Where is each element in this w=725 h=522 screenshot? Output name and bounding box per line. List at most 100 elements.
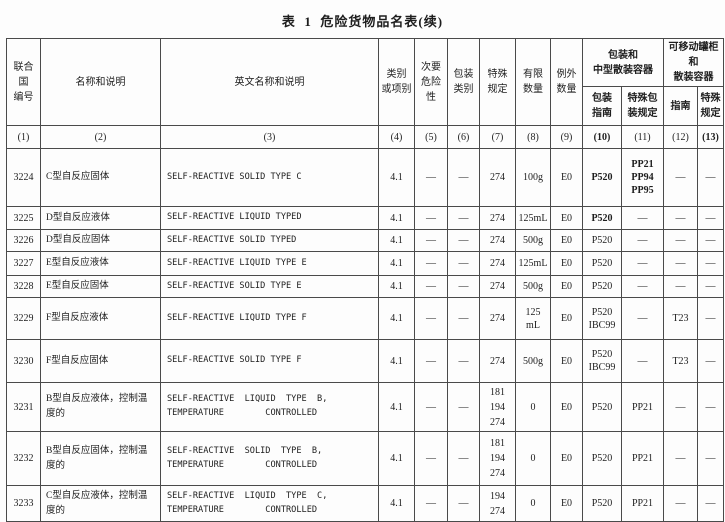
cell-excepted-quantity: E0 bbox=[550, 297, 583, 340]
cell-tank-instruction: — bbox=[663, 431, 698, 486]
cell-packing-instruction: P520 bbox=[582, 275, 622, 298]
cell-packing-instruction: P520 bbox=[582, 251, 622, 276]
cell-special-provisions: 274 bbox=[479, 297, 516, 340]
cell-name-en: SELF-REACTIVE SOLID TYPE E bbox=[160, 275, 379, 298]
cell-packing-instruction: P520 bbox=[582, 229, 622, 252]
cell-un-number: 3225 bbox=[6, 206, 41, 230]
cell-class: 4.1 bbox=[378, 382, 415, 432]
table-row: 3224 C型自反应固体 SELF-REACTIVE SOLID TYPE C … bbox=[6, 148, 724, 207]
cell-class: 4.1 bbox=[378, 431, 415, 486]
cell-special-provisions: 274 bbox=[479, 148, 516, 207]
cell-tank-instruction: — bbox=[663, 485, 698, 522]
cell-special-packing-provisions: — bbox=[621, 275, 664, 298]
cell-name-en: SELF-REACTIVE LIQUID TYPE B, TEMPERATURE… bbox=[160, 382, 379, 432]
col-header-limited-quantity: 有限 数量 bbox=[515, 38, 551, 126]
cell-excepted-quantity: E0 bbox=[550, 339, 583, 383]
table-row: 3225 D型自反应液体 SELF-REACTIVE LIQUID TYPED … bbox=[6, 206, 724, 230]
table-row: 3231 B型自反应液体，控制温 度的 SELF-REACTIVE LIQUID… bbox=[6, 382, 724, 432]
cell-un-number: 3229 bbox=[6, 297, 41, 340]
cell-limited-quantity: 500g bbox=[515, 339, 551, 383]
cell-special-packing-provisions: — bbox=[621, 229, 664, 252]
cell-tank-special-provisions: — bbox=[697, 148, 724, 207]
cell-name-cn: F型自反应固体 bbox=[40, 339, 161, 383]
cell-class: 4.1 bbox=[378, 275, 415, 298]
cell-packing-group: — bbox=[447, 275, 480, 298]
col-header-tank-special-provisions: 特殊 规定 bbox=[697, 86, 724, 126]
cell-limited-quantity: 125 mL bbox=[515, 297, 551, 340]
cell-name-en: SELF-REACTIVE SOLID TYPED bbox=[160, 229, 379, 252]
cell-packing-group: — bbox=[447, 382, 480, 432]
cell-un-number: 3232 bbox=[6, 431, 41, 486]
cell-subsidiary-risk: — bbox=[414, 485, 448, 522]
cell-tank-special-provisions: — bbox=[697, 275, 724, 298]
cell-special-packing-provisions: — bbox=[621, 251, 664, 276]
table-row: 3226 D型自反应固体 SELF-REACTIVE SOLID TYPED 4… bbox=[6, 229, 724, 252]
cell-excepted-quantity: E0 bbox=[550, 485, 583, 522]
cell-limited-quantity: 0 bbox=[515, 382, 551, 432]
cell-special-provisions: 274 bbox=[479, 206, 516, 230]
cell-subsidiary-risk: — bbox=[414, 251, 448, 276]
dangerous-goods-table: 联合国 编号 名称和说明 英文名称和说明 类别 或项别 次要 危险性 包装 类别… bbox=[6, 38, 724, 522]
header-row-groups: 联合国 编号 名称和说明 英文名称和说明 类别 或项别 次要 危险性 包装 类别… bbox=[6, 38, 724, 126]
col-header-tank-instruction: 指南 bbox=[663, 86, 698, 126]
cell-tank-special-provisions: — bbox=[697, 382, 724, 432]
cell-subsidiary-risk: — bbox=[414, 382, 448, 432]
col-index: (7) bbox=[479, 125, 516, 149]
cell-class: 4.1 bbox=[378, 485, 415, 522]
cell-un-number: 3233 bbox=[6, 485, 41, 522]
cell-limited-quantity: 0 bbox=[515, 485, 551, 522]
cell-packing-instruction: P520 bbox=[582, 206, 622, 230]
cell-subsidiary-risk: — bbox=[414, 229, 448, 252]
cell-un-number: 3226 bbox=[6, 229, 41, 252]
cell-packing-group: — bbox=[447, 206, 480, 230]
cell-un-number: 3227 bbox=[6, 251, 41, 276]
cell-limited-quantity: 500g bbox=[515, 275, 551, 298]
cell-packing-group: — bbox=[447, 485, 480, 522]
col-index: (6) bbox=[447, 125, 480, 149]
col-header-name-cn: 名称和说明 bbox=[40, 38, 161, 126]
cell-limited-quantity: 125mL bbox=[515, 206, 551, 230]
col-header-name-en: 英文名称和说明 bbox=[160, 38, 379, 126]
cell-packing-group: — bbox=[447, 339, 480, 383]
cell-excepted-quantity: E0 bbox=[550, 206, 583, 230]
cell-excepted-quantity: E0 bbox=[550, 382, 583, 432]
group-header-packaging-ibc: 包装和 中型散装容器 bbox=[582, 38, 664, 87]
cell-class: 4.1 bbox=[378, 251, 415, 276]
cell-special-provisions: 274 bbox=[479, 229, 516, 252]
col-header-special-packing-provisions: 特殊包 装规定 bbox=[621, 86, 664, 126]
cell-tank-instruction: — bbox=[663, 382, 698, 432]
cell-tank-instruction: — bbox=[663, 275, 698, 298]
cell-name-cn: B型自反应固体，控制温 度的 bbox=[40, 431, 161, 486]
table-row: 3227 E型自反应液体 SELF-REACTIVE LIQUID TYPE E… bbox=[6, 251, 724, 276]
header-row-subcolumns: 包装 指南 特殊包 装规定 指南 特殊 规定 bbox=[7, 86, 724, 126]
cell-class: 4.1 bbox=[378, 229, 415, 252]
cell-name-cn: D型自反应固体 bbox=[40, 229, 161, 252]
cell-tank-instruction: — bbox=[663, 148, 698, 207]
table-row: 3229 F型自反应液体 SELF-REACTIVE LIQUID TYPE F… bbox=[6, 297, 724, 340]
cell-packing-group: — bbox=[447, 297, 480, 340]
cell-subsidiary-risk: — bbox=[414, 206, 448, 230]
col-index: (1) bbox=[6, 125, 41, 149]
cell-packing-instruction: P520 bbox=[582, 382, 622, 432]
cell-subsidiary-risk: — bbox=[414, 431, 448, 486]
table-row: 3230 F型自反应固体 SELF-REACTIVE SOLID TYPE F … bbox=[6, 339, 724, 383]
cell-special-packing-provisions: PP21 bbox=[621, 431, 664, 486]
cell-subsidiary-risk: — bbox=[414, 339, 448, 383]
cell-class: 4.1 bbox=[378, 297, 415, 340]
cell-excepted-quantity: E0 bbox=[550, 431, 583, 486]
header-row-index: (1) (2) (3) (4) (5) (6) (7) (8) (9) (10)… bbox=[6, 125, 724, 149]
cell-special-provisions: 181 194 274 bbox=[479, 431, 516, 486]
cell-un-number: 3231 bbox=[6, 382, 41, 432]
col-header-packing-instruction: 包装 指南 bbox=[582, 86, 622, 126]
cell-special-packing-provisions: — bbox=[621, 206, 664, 230]
cell-name-en: SELF-REACTIVE LIQUID TYPE E bbox=[160, 251, 379, 276]
col-header-subsidiary-risk: 次要 危险性 bbox=[414, 38, 448, 126]
cell-name-cn: E型自反应液体 bbox=[40, 251, 161, 276]
cell-packing-instruction: P520 IBC99 bbox=[582, 297, 622, 340]
cell-packing-group: — bbox=[447, 229, 480, 252]
cell-name-cn: E型自反应固体 bbox=[40, 275, 161, 298]
cell-subsidiary-risk: — bbox=[414, 148, 448, 207]
cell-special-provisions: 181 194 274 bbox=[479, 382, 516, 432]
col-index: (3) bbox=[160, 125, 379, 149]
